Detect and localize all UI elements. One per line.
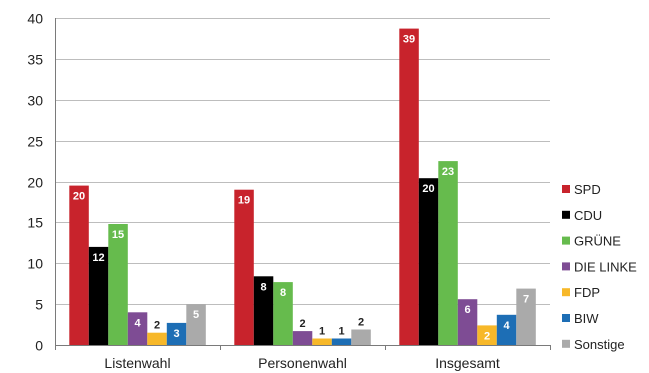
bar-data-label: 2 xyxy=(154,320,160,332)
legend-swatch xyxy=(562,288,570,297)
bar xyxy=(127,312,148,345)
legend: SPD CDU GRÜNE DIE LINKE FDP BIW Sonstige xyxy=(562,182,637,352)
bar xyxy=(496,314,517,345)
bar xyxy=(253,276,274,345)
bar xyxy=(457,299,478,345)
legend-swatch xyxy=(562,314,570,322)
y-tick-label: 35 xyxy=(27,52,43,68)
legend-swatch xyxy=(562,185,570,193)
bar xyxy=(234,189,254,345)
bar-data-label: 1 xyxy=(319,326,325,338)
bar-data-label: 20 xyxy=(422,183,434,195)
bar xyxy=(516,288,536,345)
x-category-label: Listenwahl xyxy=(104,355,170,371)
legend-label: DIE LINKE xyxy=(574,259,637,274)
y-tick-label: 40 xyxy=(27,11,43,27)
bar xyxy=(108,224,128,345)
legend-label: BIW xyxy=(574,311,599,326)
bar xyxy=(273,282,293,345)
bar xyxy=(292,331,313,345)
bar-data-label: 3 xyxy=(173,328,179,340)
bar xyxy=(399,28,419,345)
bar-data-label: 39 xyxy=(403,34,415,46)
bar xyxy=(147,332,167,345)
bar xyxy=(331,338,352,345)
x-category-label: Personenwahl xyxy=(258,355,347,371)
legend-label: GRÜNE xyxy=(574,234,621,249)
bar xyxy=(166,322,187,345)
bars-layer xyxy=(69,28,536,345)
bar xyxy=(186,304,206,345)
bar xyxy=(312,338,332,345)
bar-data-label: 2 xyxy=(484,330,490,342)
bar-data-label: 4 xyxy=(134,317,141,329)
bar-data-label: 2 xyxy=(299,318,305,330)
bar-data-label: 1 xyxy=(338,326,344,338)
legend-label: CDU xyxy=(574,208,602,223)
bar xyxy=(418,178,439,345)
x-category-label: Insgesamt xyxy=(435,355,500,371)
bar-data-label: 7 xyxy=(523,294,529,306)
bar-data-label: 2 xyxy=(358,317,364,329)
legend-swatch xyxy=(562,236,570,245)
y-tick-label: 30 xyxy=(27,93,43,109)
legend-swatch xyxy=(562,210,570,219)
bar-data-label: 12 xyxy=(92,252,104,264)
y-tick-label: 15 xyxy=(27,215,43,231)
legend-label: SPD xyxy=(574,182,601,197)
bar-data-label: 19 xyxy=(238,195,250,207)
bar-data-label: 8 xyxy=(280,287,286,299)
bar xyxy=(438,161,458,345)
bar-data-label: 4 xyxy=(503,320,510,332)
y-tick-label: 10 xyxy=(27,256,43,272)
bar-data-label: 23 xyxy=(442,166,454,178)
y-tick-label: 5 xyxy=(35,297,43,313)
legend-swatch xyxy=(562,339,570,348)
y-tick-label: 20 xyxy=(27,175,43,191)
grid-layer xyxy=(55,18,550,305)
bar xyxy=(351,329,371,345)
bar-data-label: 6 xyxy=(464,304,470,316)
bar-data-label: 5 xyxy=(193,309,199,321)
y-tick-label: 25 xyxy=(27,134,43,150)
legend-label: FDP xyxy=(574,285,600,300)
bar-data-label: 15 xyxy=(112,229,124,241)
legend-swatch xyxy=(562,262,570,271)
legend-label: Sonstige xyxy=(574,337,625,352)
y-tick-label: 0 xyxy=(35,338,43,354)
bar xyxy=(477,325,497,345)
bar-data-label: 20 xyxy=(73,191,85,203)
bar-data-label: 8 xyxy=(260,281,266,293)
bar xyxy=(69,185,89,345)
bar xyxy=(88,246,109,345)
